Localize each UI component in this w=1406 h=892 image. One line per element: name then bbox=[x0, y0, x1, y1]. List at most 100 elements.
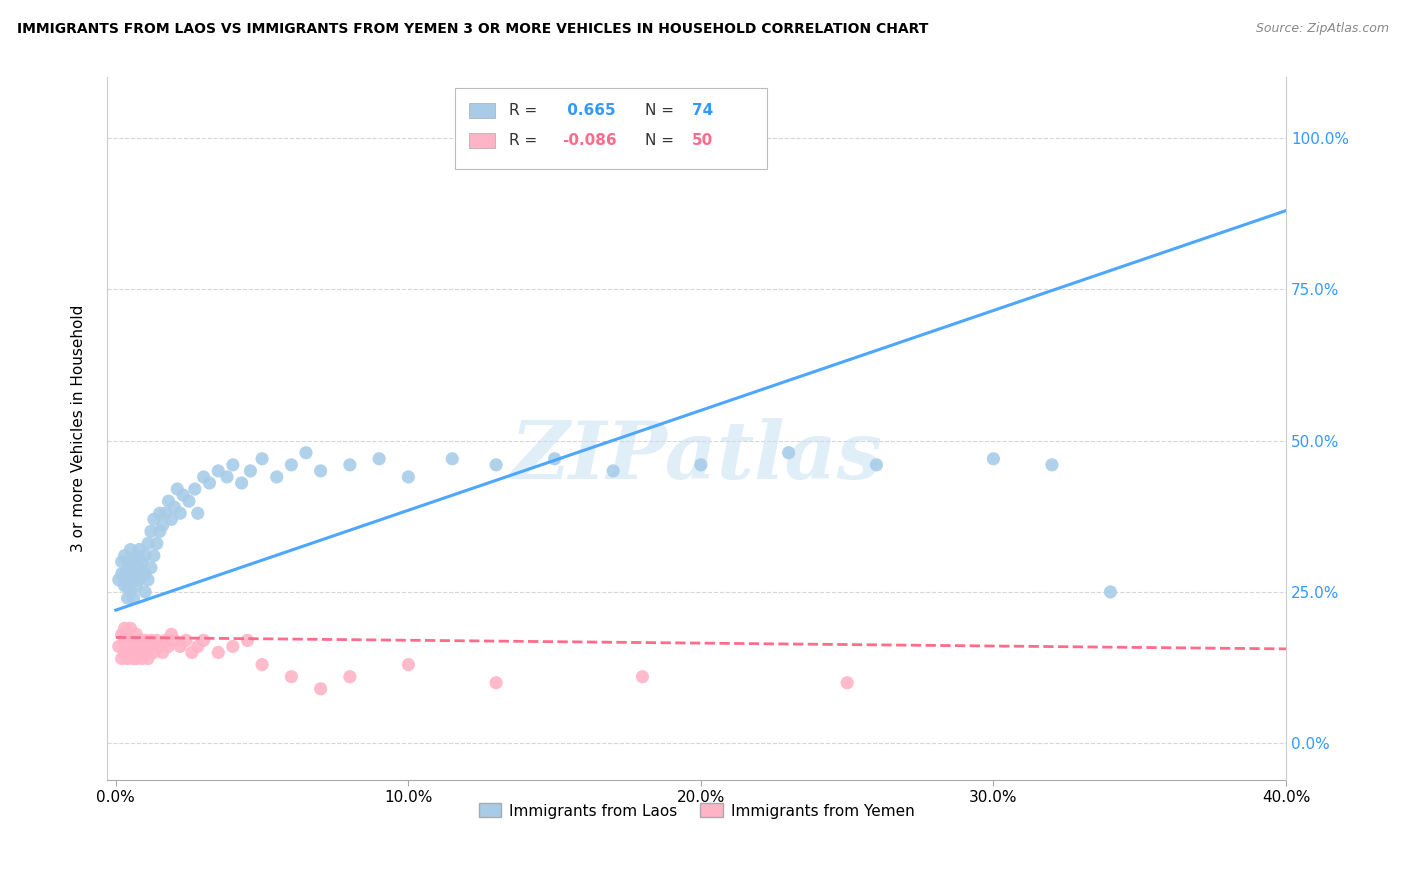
Point bbox=[169, 506, 191, 520]
Point bbox=[152, 645, 174, 659]
Point bbox=[396, 657, 419, 672]
Point bbox=[114, 579, 136, 593]
Point bbox=[114, 621, 136, 635]
Text: R =: R = bbox=[509, 133, 543, 148]
Point bbox=[149, 506, 172, 520]
Point bbox=[131, 651, 153, 665]
Point bbox=[128, 573, 150, 587]
Point bbox=[136, 640, 159, 654]
Point bbox=[128, 645, 150, 659]
Point bbox=[177, 494, 200, 508]
Point bbox=[142, 645, 165, 659]
Point bbox=[155, 633, 177, 648]
Point bbox=[136, 573, 159, 587]
Point bbox=[160, 512, 183, 526]
Point bbox=[107, 640, 129, 654]
Point bbox=[160, 627, 183, 641]
Text: -0.086: -0.086 bbox=[562, 133, 617, 148]
Point bbox=[128, 560, 150, 574]
Point bbox=[120, 633, 142, 648]
Point bbox=[125, 579, 148, 593]
Point bbox=[107, 573, 129, 587]
Text: Source: ZipAtlas.com: Source: ZipAtlas.com bbox=[1256, 22, 1389, 36]
Point bbox=[602, 464, 624, 478]
FancyBboxPatch shape bbox=[470, 103, 495, 118]
Point bbox=[114, 645, 136, 659]
Point bbox=[125, 627, 148, 641]
Point bbox=[187, 640, 209, 654]
Point bbox=[131, 640, 153, 654]
Point bbox=[236, 633, 259, 648]
Point bbox=[187, 506, 209, 520]
Point bbox=[122, 573, 145, 587]
Point bbox=[125, 640, 148, 654]
Point bbox=[128, 633, 150, 648]
Y-axis label: 3 or more Vehicles in Household: 3 or more Vehicles in Household bbox=[72, 305, 86, 552]
Point bbox=[114, 549, 136, 563]
Point bbox=[174, 633, 197, 648]
Point bbox=[139, 524, 162, 539]
Point bbox=[309, 464, 332, 478]
Point bbox=[207, 464, 229, 478]
Point bbox=[139, 560, 162, 574]
Point bbox=[117, 555, 139, 569]
Text: R =: R = bbox=[509, 103, 543, 118]
Point bbox=[163, 633, 186, 648]
Point bbox=[117, 566, 139, 581]
Point bbox=[155, 506, 177, 520]
Point bbox=[193, 470, 215, 484]
Point bbox=[222, 458, 245, 472]
Point bbox=[125, 549, 148, 563]
Text: 0.665: 0.665 bbox=[562, 103, 616, 118]
Point bbox=[690, 458, 713, 472]
Point bbox=[250, 451, 273, 466]
Point bbox=[111, 566, 134, 581]
Point bbox=[146, 536, 169, 550]
Point bbox=[295, 446, 318, 460]
Point bbox=[122, 640, 145, 654]
Point bbox=[117, 627, 139, 641]
Point bbox=[128, 542, 150, 557]
Point bbox=[837, 675, 859, 690]
Point bbox=[134, 585, 156, 599]
Point bbox=[1099, 585, 1122, 599]
Point bbox=[134, 566, 156, 581]
Point bbox=[309, 681, 332, 696]
Point bbox=[368, 451, 391, 466]
Point bbox=[983, 451, 1005, 466]
Point bbox=[184, 482, 207, 496]
Point bbox=[149, 640, 172, 654]
Point bbox=[396, 470, 419, 484]
Point bbox=[193, 633, 215, 648]
Point bbox=[134, 549, 156, 563]
Text: N =: N = bbox=[644, 133, 679, 148]
Point bbox=[152, 518, 174, 533]
Point bbox=[180, 645, 202, 659]
Point bbox=[865, 458, 887, 472]
Point bbox=[215, 470, 238, 484]
Point bbox=[231, 475, 253, 490]
Point bbox=[120, 560, 142, 574]
Point bbox=[157, 640, 180, 654]
Point bbox=[778, 446, 800, 460]
Point bbox=[163, 500, 186, 515]
Point bbox=[339, 458, 361, 472]
Point bbox=[111, 627, 134, 641]
Point bbox=[120, 585, 142, 599]
Point bbox=[250, 657, 273, 672]
Point bbox=[157, 494, 180, 508]
Point bbox=[122, 555, 145, 569]
Point bbox=[485, 675, 508, 690]
Point bbox=[122, 591, 145, 605]
FancyBboxPatch shape bbox=[470, 133, 495, 148]
Point bbox=[172, 488, 194, 502]
Point bbox=[239, 464, 262, 478]
Point bbox=[120, 621, 142, 635]
Point bbox=[441, 451, 464, 466]
Point bbox=[166, 482, 188, 496]
Point bbox=[117, 591, 139, 605]
Point bbox=[198, 475, 221, 490]
Point bbox=[134, 633, 156, 648]
Point bbox=[117, 651, 139, 665]
FancyBboxPatch shape bbox=[456, 88, 768, 169]
